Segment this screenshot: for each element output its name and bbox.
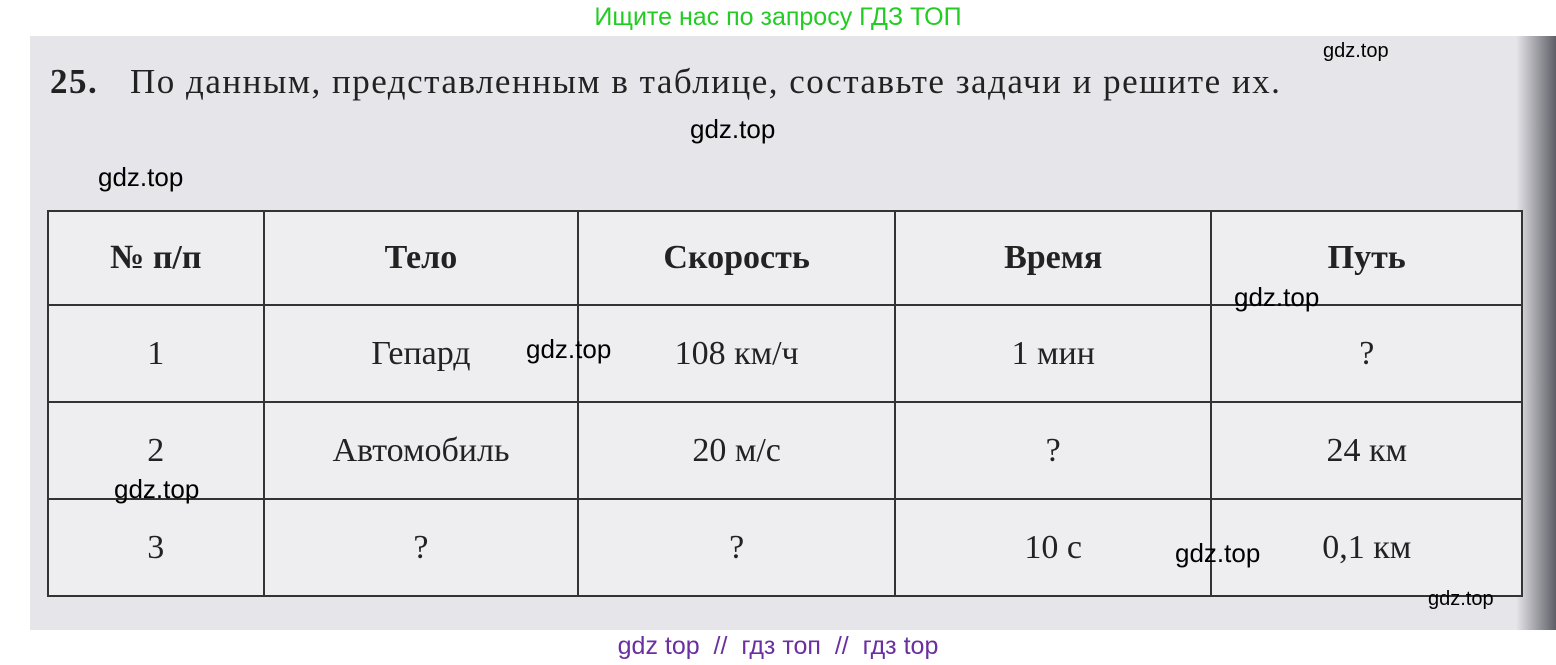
cell: ? xyxy=(262,498,580,597)
cell: 2 xyxy=(47,401,265,500)
header-cell: № п/п xyxy=(47,210,265,306)
watermark: gdz.top xyxy=(690,114,776,144)
watermark: gdz.top xyxy=(1234,282,1320,312)
problem: 25. По данным, представленным в таблице,… xyxy=(50,58,1525,106)
header-cell: Путь xyxy=(1210,210,1523,306)
cell: 1 мин xyxy=(893,304,1213,403)
problem-number: 25. xyxy=(50,62,99,101)
table-row: 3 ? ? 10 с 0,1 км xyxy=(47,498,1523,597)
header-cell: Время xyxy=(893,210,1213,306)
table-header-row: № п/п Тело Скорость Время Путь xyxy=(47,210,1523,306)
table-row: 1 Гепард 108 км/ч 1 мин ? xyxy=(47,304,1523,403)
footer-watermark: gdz top // гдз топ // гдз top xyxy=(617,632,939,660)
cell: ? xyxy=(893,401,1213,500)
watermark: gdz.top xyxy=(98,162,184,192)
cell: 1 xyxy=(47,304,265,403)
cell: ? xyxy=(577,498,896,597)
data-table: № п/п Тело Скорость Время Путь 1 Гепард … xyxy=(47,210,1523,597)
watermark: gdz.top xyxy=(1175,538,1261,568)
cell: Гепард xyxy=(262,304,580,403)
cell: Автомобиль xyxy=(262,401,580,500)
table-row: 2 Автомобиль 20 м/с ? 24 км xyxy=(47,401,1523,500)
cell: 20 м/с xyxy=(577,401,896,500)
watermark: gdz.top xyxy=(1428,588,1494,610)
watermark: gdz.top xyxy=(526,334,612,364)
watermark: gdz.top xyxy=(1323,40,1389,62)
cell: 3 xyxy=(47,498,265,597)
header-watermark: Ищите нас по запросу ГДЗ ТОП xyxy=(594,3,962,31)
cell: ? xyxy=(1210,304,1523,403)
cell: 108 км/ч xyxy=(577,304,896,403)
header-cell: Тело xyxy=(262,210,580,306)
header-cell: Скорость xyxy=(577,210,896,306)
cell: 24 км xyxy=(1210,401,1523,500)
cell: 10 с xyxy=(893,498,1213,597)
cell: 0,1 км xyxy=(1210,498,1523,597)
watermark: gdz.top xyxy=(114,474,200,504)
problem-text: По данным, представленным в таблице, сос… xyxy=(130,62,1282,101)
